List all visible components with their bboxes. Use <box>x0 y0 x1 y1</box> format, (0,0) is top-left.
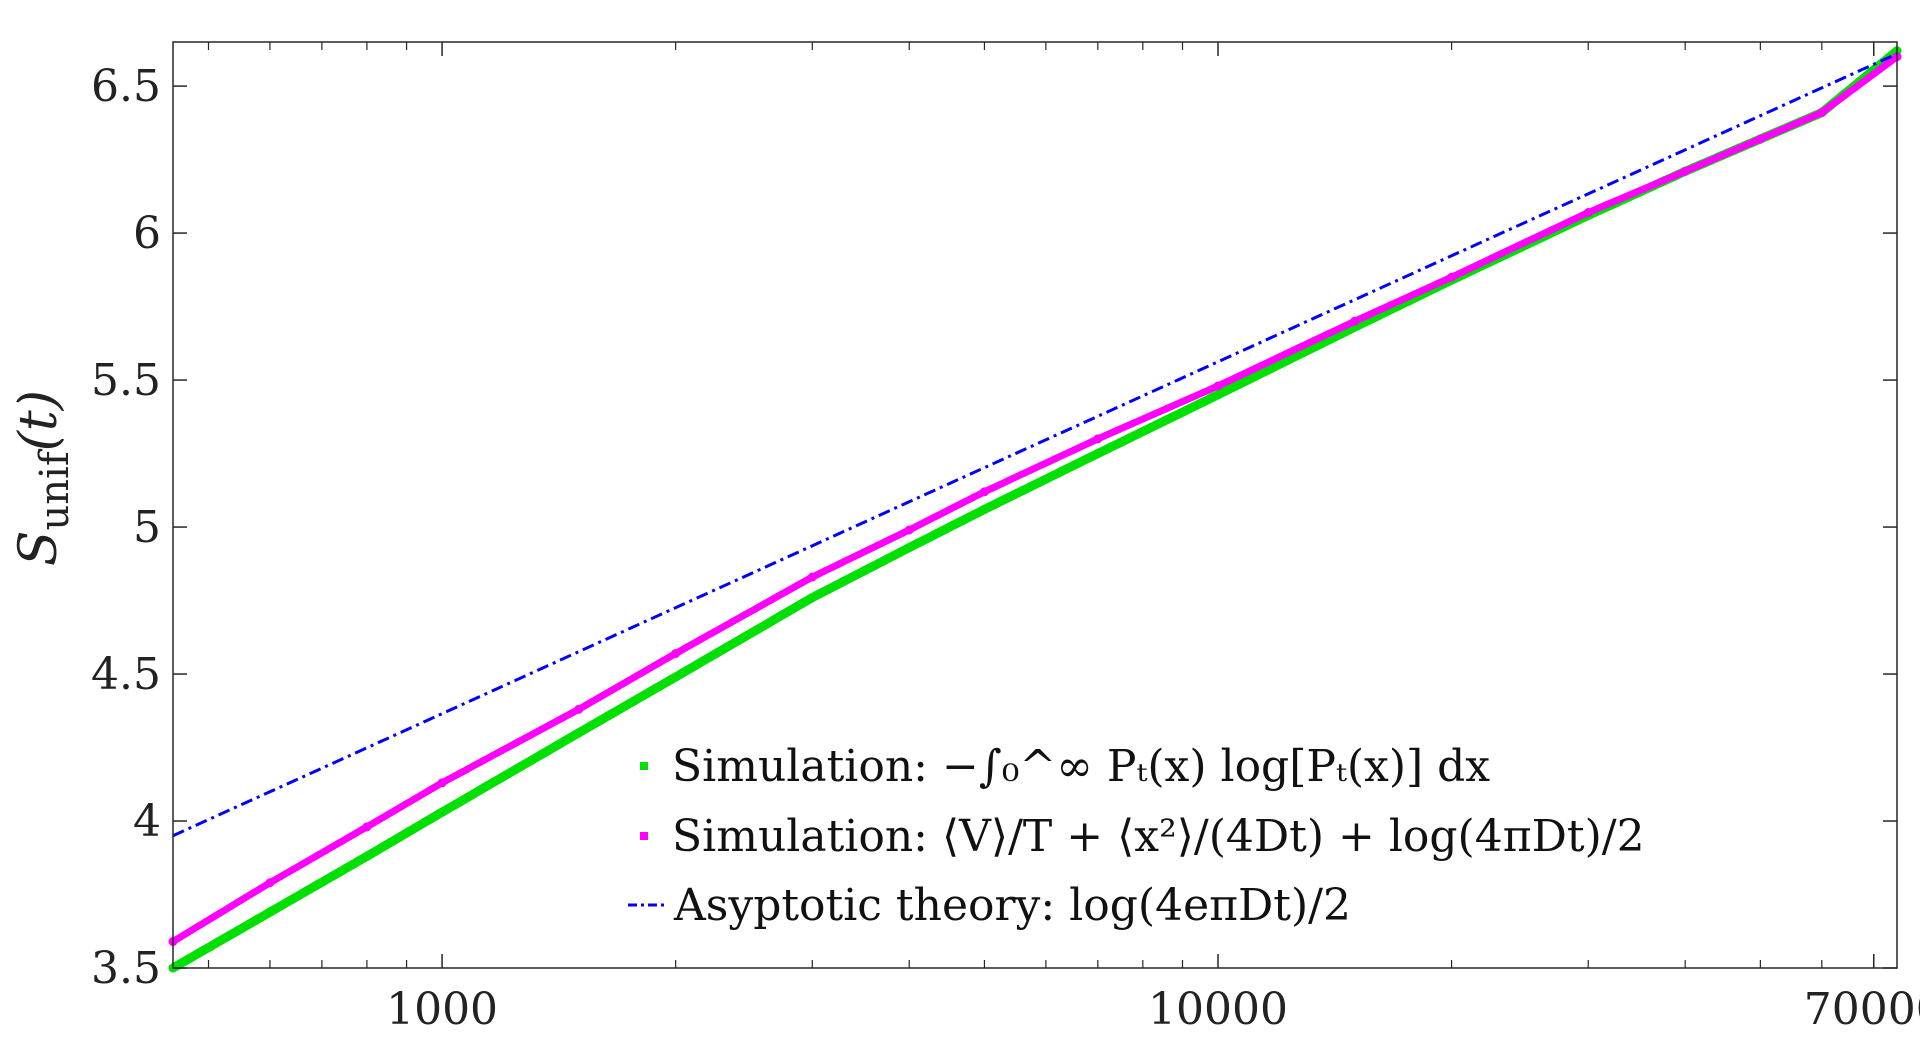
y-axis-title-subscript: unif <box>32 448 78 530</box>
data-point <box>1213 390 1223 400</box>
legend-marker <box>640 762 648 770</box>
data-point <box>574 704 584 714</box>
series-line-simulation-energy <box>169 53 1901 945</box>
legend-entry-label: Asyptotic theory: log(4eπDt)/2 <box>673 880 1351 931</box>
data-point <box>1093 449 1103 459</box>
data-point <box>979 487 989 497</box>
data-point <box>807 593 817 603</box>
data-point <box>979 504 989 514</box>
data-point <box>1755 134 1765 144</box>
data-point <box>437 778 447 788</box>
data-point <box>1817 108 1827 118</box>
x-tick-label: 70000 <box>1804 984 1920 1035</box>
data-point <box>904 543 914 553</box>
data-point <box>574 728 584 738</box>
data-point <box>807 572 817 582</box>
series-layer <box>168 46 1902 973</box>
data-point <box>1213 381 1223 391</box>
legend-entry-label: Simulation: ⟨V⟩/T + ⟨x²⟩/(4Dt) + log(4πD… <box>672 811 1645 862</box>
legend-entry-label: Simulation: −∫₀^∞ Pₜ(x) log[Pₜ(x)] dx <box>672 741 1490 792</box>
data-point <box>362 851 372 861</box>
data-point <box>1093 434 1103 444</box>
data-point <box>671 672 681 682</box>
data-point <box>1350 316 1360 326</box>
data-point <box>671 648 681 658</box>
y-tick-label: 6 <box>133 208 161 259</box>
ticks-layer: 1000 10000 70000 3.5 4 4.5 5 5.5 6 6.5 <box>91 42 1920 1035</box>
y-axis-title-main: S <box>9 530 69 566</box>
legend: Simulation: −∫₀^∞ Pₜ(x) log[Pₜ(x)] dx Sim… <box>628 741 1645 931</box>
y-tick-label: 5 <box>133 502 161 553</box>
data-point <box>362 822 372 832</box>
data-point <box>265 907 275 917</box>
y-tick-label: 6.5 <box>91 61 161 112</box>
y-tick-label: 4.5 <box>91 649 161 700</box>
y-tick-label: 5.5 <box>91 355 161 406</box>
y-axis-title-suffix: (t) <box>9 390 69 451</box>
data-point <box>1583 208 1593 218</box>
series-line-asymptotic-theory <box>172 52 1898 838</box>
data-point <box>904 525 914 535</box>
data-point <box>1680 166 1690 176</box>
legend-marker <box>640 832 648 840</box>
x-tick-label: 10000 <box>1148 984 1288 1035</box>
y-tick-label: 3.5 <box>91 943 161 994</box>
y-axis-title: Sunif(t) <box>9 390 78 566</box>
data-point <box>1447 272 1457 282</box>
plot-frame <box>172 41 1898 969</box>
svg-text:Sunif(t): Sunif(t) <box>9 390 78 566</box>
y-tick-label: 4 <box>133 796 161 847</box>
data-point <box>437 807 447 817</box>
data-point <box>265 878 275 888</box>
x-tick-label: 1000 <box>386 984 498 1035</box>
